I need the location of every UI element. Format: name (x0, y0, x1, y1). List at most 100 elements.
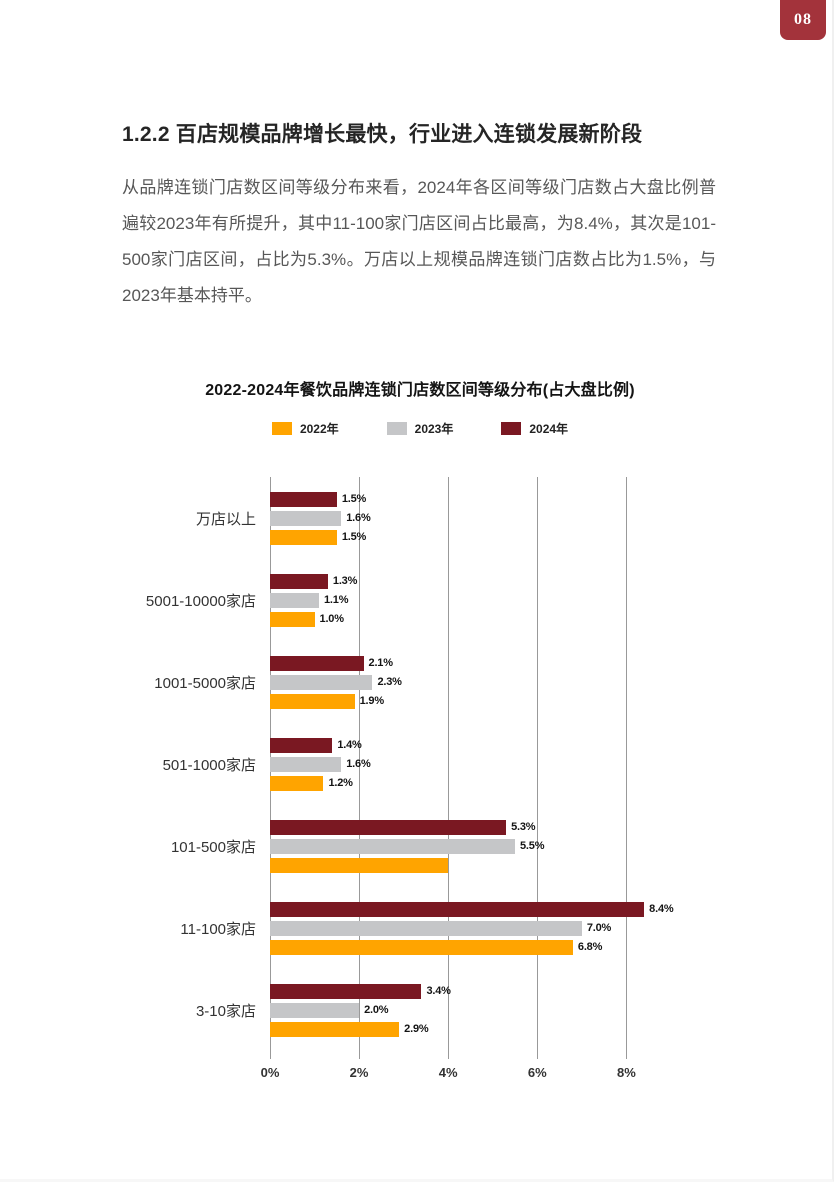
bar-group: 1.4% 1.6% 1.2% (270, 723, 662, 805)
plot-rows: 1.5% 1.6% 1.5% 1.3% 1.1% 1.0% 2.1% 2.3% 1.9% 1.4%… (270, 477, 674, 1051)
bar-2023年 (270, 592, 319, 608)
bar-2024年 (270, 655, 364, 671)
gridline (626, 477, 628, 1059)
legend-swatch (501, 422, 522, 435)
category-label: 万店以上 (195, 510, 256, 528)
bar-value-label: 1.1% (324, 594, 349, 606)
chart-body: 万店以上 5001-10000家店 1001-5000家店 501-1000家店 101… (122, 477, 718, 1059)
bar-value-label: 1.4% (337, 739, 362, 751)
bar-group: 8.4% 7.0% 6.8% (270, 887, 674, 969)
bar-line: 2.0% (270, 1002, 662, 1018)
gridline (359, 477, 361, 1059)
bar-2024年 (270, 737, 333, 753)
bar-2024年 (270, 819, 507, 835)
bar-line: 1.6% (270, 510, 662, 526)
section-paragraph: 从品牌连锁门店数区间等级分布来看，2024年各区间等级门店数占大盘比例普遍较20… (122, 178, 716, 305)
chart-title: 2022-2024年餐饮品牌连锁门店数区间等级分布(占大盘比例) (205, 382, 635, 399)
bar-value-label: 6.8% (577, 941, 603, 953)
bar-line: 1.1% (270, 592, 662, 608)
bar-line (270, 857, 662, 873)
bar-value-label: 1.6% (346, 758, 371, 770)
x-axis: 0% 2% 4% 6% 8% (261, 1061, 662, 1085)
category-label: 5001-10000家店 (145, 592, 256, 610)
legend-label: 2022年 (299, 422, 339, 436)
bar-value-label: 1.6% (346, 512, 371, 524)
bar-2022年 (270, 775, 324, 791)
bar-group: 1.5% 1.6% 1.5% (270, 477, 662, 559)
legend-swatch (386, 422, 407, 435)
bar-2024年 (270, 573, 328, 589)
plot-area: 1.5% 1.6% 1.5% 1.3% 1.1% 1.0% 2.1% 2.3% 1.9% 1.4%… (270, 477, 674, 1059)
bar-line: 1.3% (270, 573, 662, 589)
bar-2022年 (270, 1021, 400, 1037)
bar-line: 2.1% (270, 655, 662, 671)
bar-line: 1.0% (270, 611, 662, 627)
bar-line: 1.9% (270, 693, 662, 709)
bar-chart: 2022-2024年餐饮品牌连锁门店数区间等级分布(占大盘比例) 2022年 20… (122, 376, 718, 1085)
page-number-badge: 08 (780, 0, 826, 40)
bar-2024年 (270, 901, 645, 917)
x-tick-label: 6% (527, 1065, 547, 1080)
legend-item: 2022年 (271, 420, 339, 437)
bar-line: 1.2% (270, 775, 662, 791)
bar-value-label: 2.0% (364, 1004, 389, 1016)
bar-2024年 (270, 491, 337, 507)
gridline (537, 477, 539, 1059)
page-number: 08 (794, 11, 812, 28)
bar-value-label: 2.1% (368, 657, 393, 669)
bar-line: 5.3% (270, 819, 662, 835)
category-label: 1001-5000家店 (154, 674, 256, 692)
category-column: 万店以上 5001-10000家店 1001-5000家店 501-1000家店 101… (122, 477, 270, 1059)
bar-group: 1.3% 1.1% 1.0% (270, 559, 662, 641)
bar-2022年 (270, 611, 315, 627)
bar-2023年 (270, 510, 342, 526)
bar-2023年 (270, 756, 342, 772)
bar-value-label: 1.2% (328, 777, 353, 789)
bar-line: 7.0% (270, 920, 662, 936)
legend-label: 2024年 (529, 422, 569, 436)
bar-2022年 (270, 857, 449, 873)
legend-label: 2023年 (414, 422, 454, 436)
bar-value-label: 5.3% (511, 821, 536, 833)
bar-line: 1.5% (270, 491, 662, 507)
gridline (448, 477, 450, 1059)
bar-line: 2.9% (270, 1021, 662, 1037)
bar-group: 5.3% 5.5% (270, 805, 662, 887)
bar-2022年 (270, 529, 337, 545)
bar-value-label: 2.9% (404, 1023, 429, 1035)
bar-2023年 (270, 1002, 360, 1018)
bar-line: 8.4% (270, 901, 674, 917)
legend-item: 2023年 (386, 420, 454, 437)
x-tick-label: 4% (438, 1065, 458, 1080)
bar-2023年 (270, 838, 515, 854)
bar-2023年 (270, 674, 373, 690)
page-content: 1.2.2 百店规模品牌增长最快，行业进入连锁发展新阶段 从品牌连锁门店数区间等… (0, 118, 832, 1085)
bar-2022年 (270, 939, 573, 955)
bar-value-label: 2.3% (377, 676, 402, 688)
bar-value-label: 7.0% (586, 922, 612, 934)
x-tick-label: 8% (616, 1065, 636, 1080)
x-tick-label: 0% (260, 1065, 280, 1080)
category-label: 3-10家店 (195, 1002, 256, 1020)
legend-item: 2024年 (501, 420, 568, 437)
bar-line: 5.5% (270, 838, 662, 854)
bar-value-label: 5.5% (520, 840, 545, 852)
bar-line: 3.4% (270, 983, 662, 999)
section-heading: 1.2.2 百店规模品牌增长最快，行业进入连锁发展新阶段 (122, 123, 643, 146)
bar-line: 2.3% (270, 674, 662, 690)
category-label: 101-500家店 (170, 838, 256, 856)
bar-value-label: 1.5% (341, 493, 367, 505)
bar-value-label: 1.5% (341, 531, 367, 543)
bar-line: 1.4% (270, 737, 662, 753)
bar-group: 3.4% 2.0% 2.9% (270, 969, 662, 1051)
category-label: 11-100家店 (180, 920, 256, 938)
bar-group: 2.1% 2.3% 1.9% (270, 641, 662, 723)
bar-2024年 (270, 983, 422, 999)
bar-value-label: 1.3% (332, 575, 358, 587)
bar-line: 1.6% (270, 756, 662, 772)
legend: 2022年 2023年 2024年 (122, 420, 718, 437)
bar-line: 1.5% (270, 529, 662, 545)
bar-value-label: 8.4% (649, 903, 674, 915)
bar-line: 6.8% (270, 939, 662, 955)
